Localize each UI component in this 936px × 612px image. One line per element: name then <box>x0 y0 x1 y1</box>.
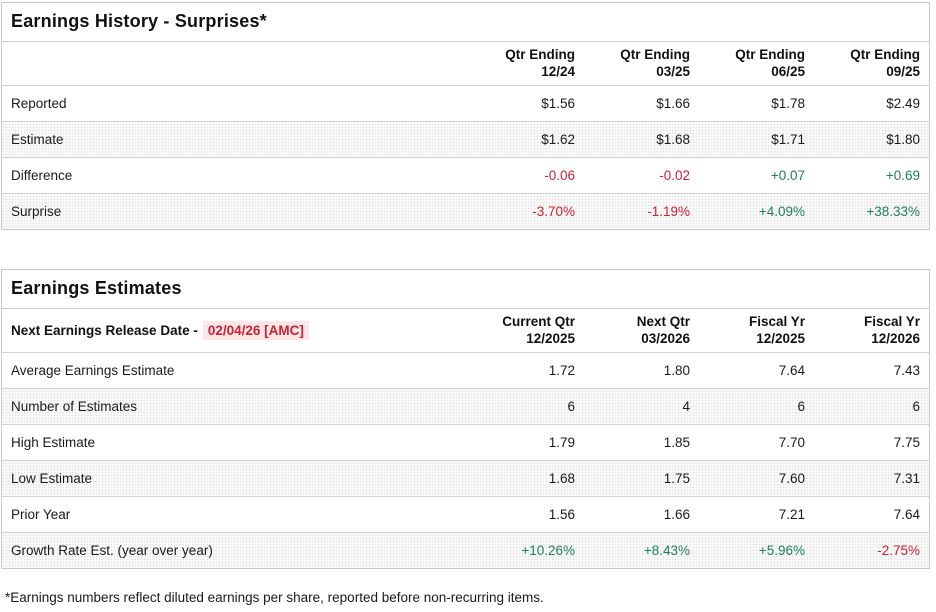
table-row-low-estimate: Low Estimate 1.68 1.75 7.60 7.31 <box>2 460 929 497</box>
column-header-label: Fiscal Yr <box>863 314 920 329</box>
cell-value: 7.31 <box>893 471 920 486</box>
table-row-number-of-estimates: Number of Estimates 6 4 6 6 <box>2 388 929 425</box>
cell-value: -0.06 <box>544 168 575 183</box>
column-header-period: 12/2025 <box>526 331 575 346</box>
cell-value: +5.96% <box>758 543 805 558</box>
cell-value: 7.21 <box>778 507 805 522</box>
cell-value: 7.43 <box>893 363 920 378</box>
cell-value: 7.70 <box>778 435 805 450</box>
column-header-period: 03/25 <box>656 64 690 79</box>
column-header-period: 03/2026 <box>641 331 690 346</box>
column-header-qtr-0925: Qtr Ending 09/25 <box>814 42 929 86</box>
cell-value: +10.26% <box>521 543 575 558</box>
cell-value: 1.80 <box>663 363 690 378</box>
cell-value: 4 <box>682 399 690 414</box>
cell-value: +0.69 <box>885 168 920 183</box>
cell-value: $1.78 <box>771 96 805 111</box>
column-header-period: 09/25 <box>886 64 920 79</box>
cell-value: $1.71 <box>771 132 805 147</box>
column-header-qtr-0625: Qtr Ending 06/25 <box>699 42 814 86</box>
cell-value: 6 <box>797 399 805 414</box>
cell-value: $1.56 <box>541 96 575 111</box>
table-row-high-estimate: High Estimate 1.79 1.85 7.70 7.75 <box>2 424 929 461</box>
column-header-period: 12/2026 <box>871 331 920 346</box>
cell-value: 7.60 <box>778 471 805 486</box>
cell-value: 6 <box>912 399 920 414</box>
earnings-estimates-title: Earnings Estimates <box>2 270 929 309</box>
column-header-label: Qtr Ending <box>735 47 805 62</box>
column-header-period: 06/25 <box>771 64 805 79</box>
row-label: Reported <box>11 96 67 111</box>
row-label: Growth Rate Est. (year over year) <box>11 543 213 558</box>
column-header-label: Qtr Ending <box>505 47 575 62</box>
next-earnings-release-label: Next Earnings Release Date - <box>11 322 198 338</box>
table-row-surprise: Surprise -3.70% -1.19% +4.09% +38.33% <box>2 193 929 229</box>
earnings-history-table: Qtr Ending 12/24 Qtr Ending 03/25 Qtr En… <box>2 42 929 229</box>
table-row-difference: Difference -0.06 -0.02 +0.07 +0.69 <box>2 157 929 194</box>
cell-value: $1.66 <box>656 96 690 111</box>
cell-value: -2.75% <box>877 543 920 558</box>
row-label: Average Earnings Estimate <box>11 363 175 378</box>
table-row-growth-rate-est: Growth Rate Est. (year over year) +10.26… <box>2 532 929 568</box>
row-label: Low Estimate <box>11 471 93 486</box>
column-header-label: Next Qtr <box>636 314 690 329</box>
cell-value: -3.70% <box>532 204 575 219</box>
earnings-estimates-table: Next Earnings Release Date -02/04/26 [AM… <box>2 309 929 568</box>
cell-value: -1.19% <box>647 204 690 219</box>
cell-value: $1.62 <box>541 132 575 147</box>
cell-value: 6 <box>567 399 575 414</box>
column-header-label: Current Qtr <box>502 314 575 329</box>
row-label: High Estimate <box>11 435 96 450</box>
next-earnings-release-date: 02/04/26 [AMC] <box>202 320 309 340</box>
table-row-estimate: Estimate $1.62 $1.68 $1.71 $1.80 <box>2 121 929 158</box>
row-label: Prior Year <box>11 507 71 522</box>
column-header-current-qtr: Current Qtr 12/2025 <box>469 309 584 353</box>
column-header-label: Fiscal Yr <box>748 314 805 329</box>
column-header-period: 12/24 <box>541 64 575 79</box>
cell-value: +38.33% <box>866 204 920 219</box>
column-header-fiscal-yr-2025: Fiscal Yr 12/2025 <box>699 309 814 353</box>
row-label: Surprise <box>11 204 62 219</box>
table-row-average-earnings-estimate: Average Earnings Estimate 1.72 1.80 7.64… <box>2 352 929 389</box>
cell-value: 1.56 <box>548 507 575 522</box>
column-header-qtr-1224: Qtr Ending 12/24 <box>469 42 584 86</box>
column-header-period: 12/2025 <box>756 331 805 346</box>
column-header-next-qtr: Next Qtr 03/2026 <box>584 309 699 353</box>
row-label: Number of Estimates <box>11 399 138 414</box>
header-spacer-cell <box>2 42 469 86</box>
row-label: Difference <box>11 168 73 183</box>
earnings-estimates-header-row: Next Earnings Release Date -02/04/26 [AM… <box>2 309 929 353</box>
earnings-history-header-row: Qtr Ending 12/24 Qtr Ending 03/25 Qtr En… <box>2 42 929 86</box>
cell-value: -0.02 <box>659 168 690 183</box>
cell-value: 1.85 <box>663 435 690 450</box>
cell-value: 1.66 <box>663 507 690 522</box>
cell-value: +0.07 <box>770 168 805 183</box>
cell-value: 7.64 <box>778 363 805 378</box>
cell-value: 1.68 <box>548 471 575 486</box>
cell-value: +4.09% <box>758 204 805 219</box>
cell-value: +8.43% <box>643 543 690 558</box>
cell-value: 1.79 <box>548 435 575 450</box>
table-row-reported: Reported $1.56 $1.66 $1.78 $2.49 <box>2 85 929 122</box>
earnings-footnote: *Earnings numbers reflect diluted earnin… <box>5 590 544 605</box>
cell-value: $1.68 <box>656 132 690 147</box>
row-label: Estimate <box>11 132 64 147</box>
cell-value: $1.80 <box>886 132 920 147</box>
table-row-prior-year: Prior Year 1.56 1.66 7.21 7.64 <box>2 496 929 533</box>
cell-value: 1.72 <box>548 363 575 378</box>
column-header-label: Qtr Ending <box>850 47 920 62</box>
cell-value: 1.75 <box>663 471 690 486</box>
column-header-label: Qtr Ending <box>620 47 690 62</box>
earnings-estimates-panel: Earnings Estimates Next Earnings Release… <box>1 269 930 569</box>
cell-value: 7.64 <box>893 507 920 522</box>
column-header-qtr-0325: Qtr Ending 03/25 <box>584 42 699 86</box>
cell-value: $2.49 <box>886 96 920 111</box>
cell-value: 7.75 <box>893 435 920 450</box>
next-earnings-release-cell: Next Earnings Release Date -02/04/26 [AM… <box>2 309 469 353</box>
earnings-history-title: Earnings History - Surprises* <box>2 3 929 42</box>
earnings-history-panel: Earnings History - Surprises* Qtr Ending… <box>1 2 930 230</box>
column-header-fiscal-yr-2026: Fiscal Yr 12/2026 <box>814 309 929 353</box>
